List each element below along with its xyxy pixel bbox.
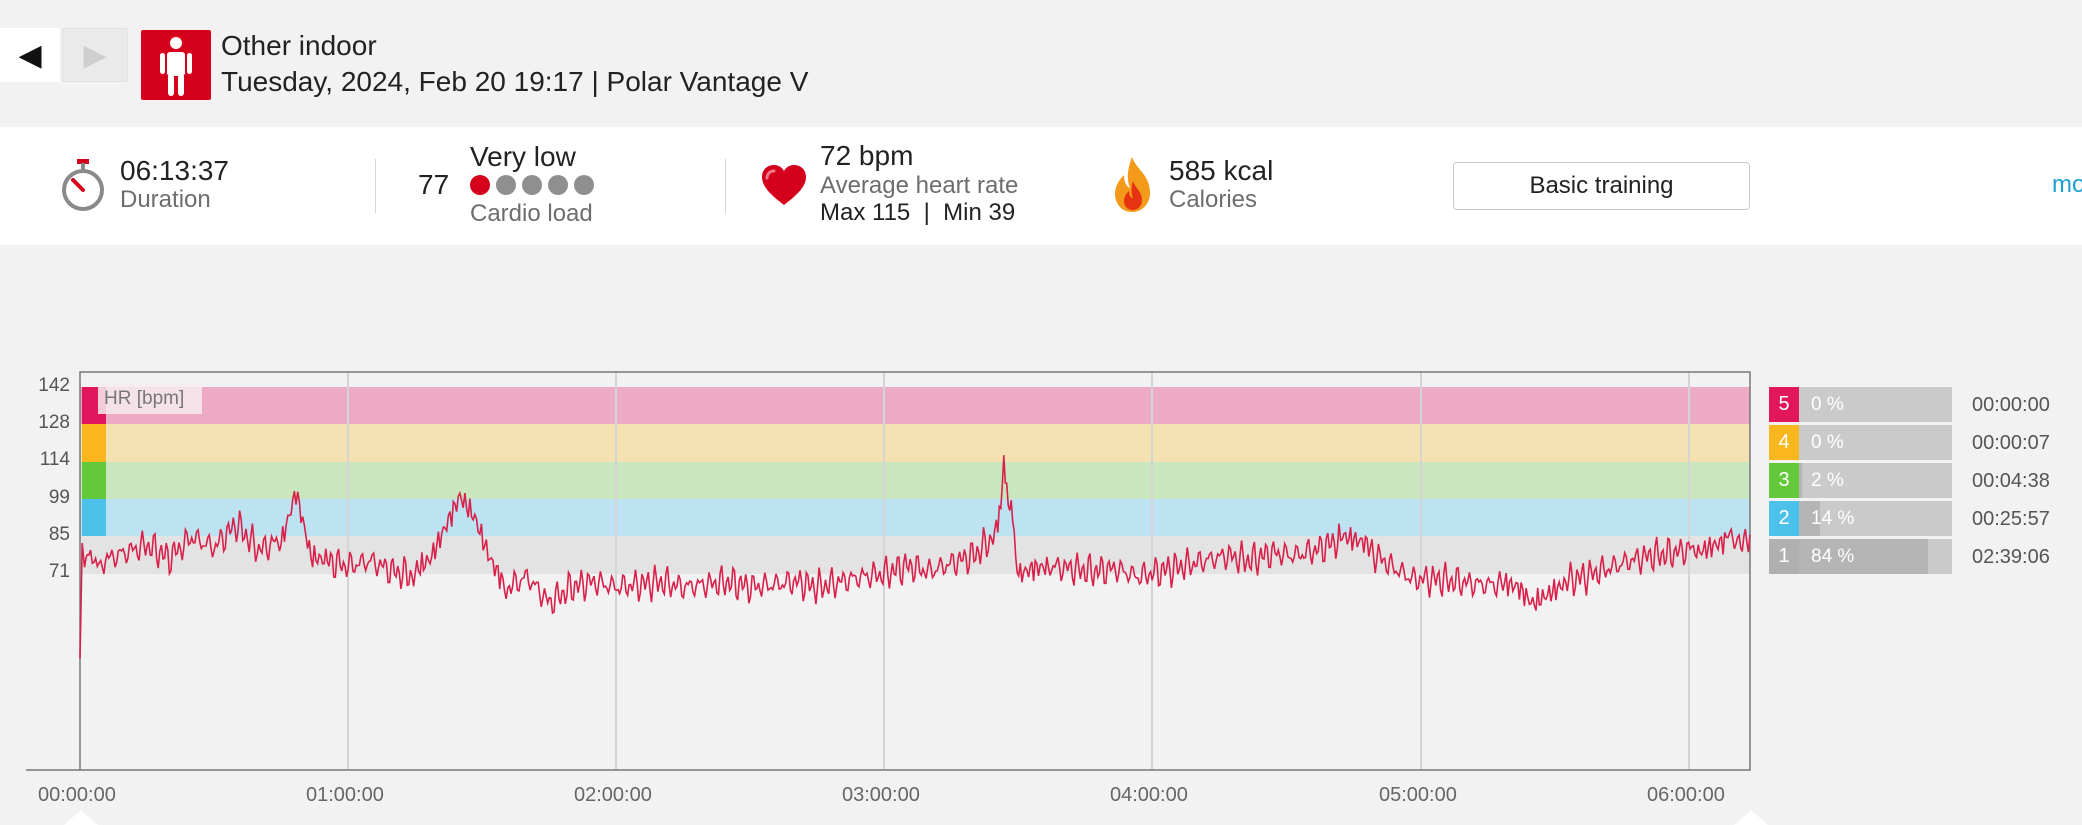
cardio-dot xyxy=(522,175,542,195)
zone-number: 5 xyxy=(1769,387,1799,422)
y-tick-label: 142 xyxy=(38,375,70,396)
zone-row-4[interactable]: 4 0 % xyxy=(1769,425,1952,460)
zone-row-3[interactable]: 3 2 % xyxy=(1769,463,1952,498)
zone-band-2 xyxy=(80,499,1750,536)
next-session-button[interactable]: ▶ xyxy=(62,28,128,82)
calories-value: 585 kcal xyxy=(1169,155,1274,186)
series-label: HR [bpm] xyxy=(104,388,184,409)
hr-max-min: Max 115 | Min 39 xyxy=(820,199,1016,226)
cardio-load-dots xyxy=(470,175,600,200)
cardio-dot xyxy=(496,175,516,195)
y-tick-label: 99 xyxy=(48,487,70,508)
avg-hr-value: 72 bpm xyxy=(820,140,914,171)
zone-row-2[interactable]: 2 14 % xyxy=(1769,501,1952,536)
zone-time: 00:00:00 xyxy=(1972,394,2050,416)
zone-number: 2 xyxy=(1769,501,1799,536)
sport-name: Other indoor xyxy=(221,30,377,61)
x-tick-label: 05:00:00 xyxy=(1379,784,1457,806)
series-label-bg xyxy=(98,384,202,414)
zone-time: 00:00:07 xyxy=(1972,432,2050,454)
zone-time: 02:39:06 xyxy=(1972,546,2050,568)
previous-arrow-icon: ◀ xyxy=(18,38,42,72)
zone-row-1[interactable]: 1 84 % xyxy=(1769,539,1952,574)
zone-percent: 14 % xyxy=(1811,508,1855,529)
cardio-load-level: Very low xyxy=(470,141,576,172)
zone-fill-bar xyxy=(1799,539,1928,574)
range-end-handle[interactable] xyxy=(1734,810,1768,825)
y-tick-label: 128 xyxy=(38,412,70,433)
zone-number: 3 xyxy=(1769,463,1799,498)
y-tick-label: 71 xyxy=(48,561,70,582)
hr-series-line xyxy=(79,455,1751,659)
duration-value: 06:13:37 xyxy=(120,155,229,186)
divider xyxy=(725,159,726,213)
cardio-dot xyxy=(470,175,490,195)
duration-label: Duration xyxy=(120,186,211,213)
x-tick-label: 06:00:00 xyxy=(1647,784,1725,806)
session-date-device: Tuesday, 2024, Feb 20 19:17 | Polar Vant… xyxy=(221,66,809,97)
cardio-dot xyxy=(548,175,568,195)
zone-band-4 xyxy=(80,424,1750,462)
zone-band-3 xyxy=(80,462,1750,499)
zone-band-5 xyxy=(80,387,1750,424)
page-header: ◀ ▶ Other indoor Tuesday, 2024, Feb 20 1… xyxy=(0,0,2082,127)
x-tick-label: 00:00:00 xyxy=(38,784,116,806)
zone-row-5[interactable]: 5 0 % xyxy=(1769,387,1952,422)
zone-fill-bar xyxy=(1799,463,1802,498)
basic-training-button[interactable]: Basic training xyxy=(1453,162,1750,210)
zone-strip-4 xyxy=(82,424,106,462)
chart-frame xyxy=(79,371,1751,771)
x-tick-label: 02:00:00 xyxy=(574,784,652,806)
heart-icon xyxy=(762,165,806,207)
zone-percent: 0 % xyxy=(1811,432,1844,453)
zone-time: 00:25:57 xyxy=(1972,508,2050,530)
y-tick-label: 114 xyxy=(39,449,70,470)
cardio-load-label: Cardio load xyxy=(470,200,593,227)
zone-percent: 0 % xyxy=(1811,394,1844,415)
zone-number: 1 xyxy=(1769,539,1799,574)
cardio-load-value: 77 xyxy=(418,169,450,200)
previous-session-button[interactable]: ◀ xyxy=(0,28,60,82)
session-summary: 06:13:37 Duration 77 Very low Cardio loa… xyxy=(0,127,2082,245)
zone-fill-bar xyxy=(1799,501,1820,536)
divider xyxy=(375,159,376,213)
zone-percent: 84 % xyxy=(1811,546,1855,567)
x-tick-label: 04:00:00 xyxy=(1110,784,1188,806)
hr-chart[interactable]: HR [bpm] xyxy=(0,360,1760,780)
x-tick-label: 01:00:00 xyxy=(306,784,384,806)
zone-strip-3 xyxy=(82,462,106,499)
range-start-handle[interactable] xyxy=(64,810,98,825)
cardio-dot xyxy=(574,175,594,195)
zone-number: 4 xyxy=(1769,425,1799,460)
stopwatch-icon xyxy=(60,159,106,213)
x-tick-label: 03:00:00 xyxy=(842,784,920,806)
person-standing-icon xyxy=(141,30,211,100)
avg-hr-label: Average heart rate xyxy=(820,172,1019,199)
flame-icon xyxy=(1112,157,1154,213)
zone-strip-2 xyxy=(82,499,106,536)
y-tick-label: 85 xyxy=(48,524,70,545)
next-arrow-icon: ▶ xyxy=(83,38,107,72)
more-link[interactable]: mo xyxy=(2052,171,2082,198)
zone-time: 00:04:38 xyxy=(1972,470,2050,492)
zone-percent: 2 % xyxy=(1811,470,1844,491)
calories-label: Calories xyxy=(1169,186,1258,213)
